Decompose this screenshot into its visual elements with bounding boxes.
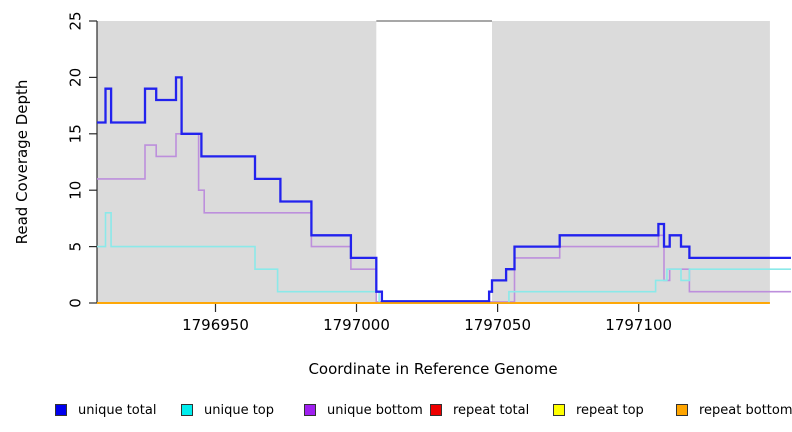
legend-label: unique total — [78, 402, 157, 418]
x-tick-label: 1797100 — [605, 316, 672, 334]
x-axis-title: Coordinate in Reference Genome — [308, 360, 557, 378]
shaded-region — [97, 21, 377, 303]
shaded-region — [492, 21, 770, 303]
legend-swatch-icon — [430, 404, 442, 416]
y-tick-label: 25 — [67, 11, 85, 30]
y-tick-label: 15 — [67, 124, 85, 143]
legend-item-repeat-bottom: repeat bottom — [676, 399, 792, 421]
series-line-unique-total — [97, 76, 791, 303]
legend-swatch-icon — [553, 404, 565, 416]
legend-swatch-icon — [55, 404, 67, 416]
y-tick-label: 10 — [67, 181, 85, 200]
x-tick-label: 1796950 — [182, 316, 249, 334]
y-tick-label: 20 — [67, 68, 85, 87]
legend-swatch-icon — [676, 404, 688, 416]
legend-item-repeat-total: repeat total — [430, 399, 529, 421]
y-axis-title: Read Coverage Depth — [13, 80, 31, 245]
x-tick-label: 1797050 — [464, 316, 531, 334]
y-tick-label: 5 — [67, 242, 85, 252]
legend: unique total unique top unique bottom repea… — [0, 399, 792, 423]
legend-label: repeat top — [576, 402, 644, 418]
legend-label: repeat bottom — [699, 402, 792, 418]
y-tick-label: 0 — [67, 298, 85, 308]
legend-label: unique bottom — [327, 402, 423, 418]
legend-swatch-icon — [181, 404, 193, 416]
legend-item-unique-total: unique total — [55, 399, 156, 421]
x-tick-label: 1797000 — [323, 316, 390, 334]
legend-label: unique top — [204, 402, 275, 418]
legend-label: repeat total — [453, 402, 530, 418]
legend-item-unique-bottom: unique bottom — [304, 399, 423, 421]
legend-item-repeat-top: repeat top — [553, 399, 644, 421]
legend-swatch-icon — [304, 404, 316, 416]
legend-item-unique-top: unique top — [181, 399, 274, 421]
